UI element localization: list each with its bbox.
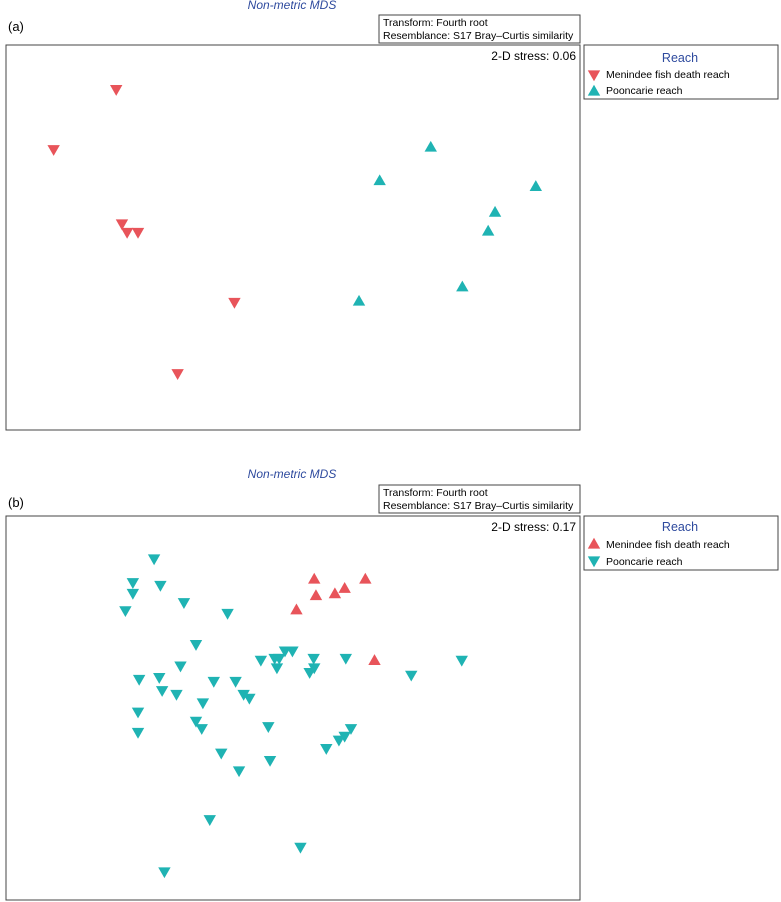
panel-b-legend-item-pooncarie: Pooncarie reach [606, 556, 683, 568]
panel-a-pooncarie-point-2 [373, 174, 386, 186]
panel-b-pooncarie-point-15 [339, 653, 353, 665]
panel-b-pooncarie-point-41 [263, 755, 277, 767]
panel-b-pooncarie-point-26 [155, 686, 169, 697]
panel-b-menindee-point-7 [368, 654, 381, 666]
panel-b-pooncarie-point-30 [196, 698, 210, 710]
panel-b-pooncarie-point-23 [153, 673, 166, 684]
panel-a-title: Non-metric MDS [248, 0, 337, 12]
panel-b-pooncarie-point-28 [237, 689, 250, 701]
panel-a-pooncarie-point-6 [456, 280, 469, 292]
panel-b-pooncarie-point-44 [294, 842, 307, 854]
panel-a-pooncarie-point-3 [529, 180, 543, 191]
panel-a-pooncarie-point-4 [488, 205, 502, 217]
panel-b: Non-metric MDS (b) Transform: Fourth roo… [5, 467, 779, 901]
panel-a-menindee-point-6 [228, 297, 241, 309]
panel-b-pooncarie-point-21 [455, 655, 468, 667]
panel-b-pooncarie-point-29 [243, 693, 256, 705]
panel-a-menindee-point-2 [47, 145, 60, 156]
panel-b-pooncarie-point-25 [229, 676, 242, 688]
panel-b-menindee-point-5 [309, 589, 323, 601]
panel-a-legend-item-menindee: Menindee fish death reach [606, 69, 730, 81]
panel-b-pooncarie-point-16 [174, 661, 187, 673]
panel-b-pooncarie-point-45 [158, 867, 171, 879]
panel-a-menindee-point-4 [120, 227, 134, 239]
panel-a-pooncarie-point-7 [352, 294, 366, 306]
panel-b-legend-item-menindee: Menindee fish death reach [606, 539, 730, 551]
panel-b-legend-marker-menindee [587, 537, 601, 549]
panel-b-pooncarie-point-36 [344, 724, 358, 735]
panel-a-stress: 2-D stress: 0.06 [491, 49, 576, 63]
panel-a-menindee-point-5 [131, 227, 145, 239]
panel-b-plot-frame [5, 515, 581, 901]
panel-b-pooncarie-point-32 [189, 716, 203, 728]
panel-b-pooncarie-point-4 [126, 588, 140, 600]
panel-b-pooncarie-point-14 [307, 653, 320, 665]
panel-b-legend-markers [587, 537, 601, 568]
panel-b-menindee-point-2 [359, 572, 372, 584]
panel-a-legend-title: Reach [662, 51, 698, 65]
panel-a-points [47, 85, 543, 380]
panel-b-menindee-point-4 [328, 587, 342, 599]
panel-a-label: (a) [8, 19, 24, 34]
panel-a-info-box [378, 14, 581, 44]
panel-b-pooncarie-point-34 [262, 722, 275, 734]
panel-a-resemblance: Resemblance: S17 Bray–Curtis similarity [383, 30, 574, 42]
panel-b-pooncarie-point-42 [232, 766, 246, 778]
panel-b-transform: Transform: Fourth root [383, 487, 488, 499]
panel-b-pooncarie-point-19 [303, 668, 316, 679]
panel-a-legend-marker-pooncarie [587, 84, 601, 96]
panel-b-pooncarie-point-12 [273, 653, 286, 665]
panel-a-legend-item-pooncarie: Pooncarie reach [606, 85, 683, 97]
panel-a-pooncarie-point-1 [424, 140, 437, 152]
panel-b-pooncarie-point-13 [254, 655, 268, 667]
panel-b-points [119, 554, 468, 879]
panel-b-pooncarie-point-27 [170, 689, 183, 701]
panel-b-pooncarie-point-22 [132, 674, 146, 686]
panel-b-pooncarie-point-17 [270, 663, 284, 675]
panel-a-menindee-point-1 [110, 85, 123, 96]
panel-b-pooncarie-point-43 [203, 815, 216, 826]
panel-a-legend-marker-menindee [587, 70, 601, 82]
panel-a-legend-markers [587, 70, 601, 96]
panel-b-title: Non-metric MDS [248, 467, 337, 481]
panel-b-pooncarie-point-5 [177, 598, 191, 609]
panel-b-pooncarie-point-31 [131, 707, 145, 719]
panel-b-pooncarie-point-39 [320, 744, 333, 755]
panel-a-legend [583, 44, 779, 100]
panel-b-pooncarie-point-38 [332, 735, 346, 747]
panel-b-legend-marker-pooncarie [587, 556, 601, 568]
panel-b-pooncarie-point-20 [405, 670, 418, 682]
panel-b-menindee-point-3 [338, 581, 351, 593]
panel-b-pooncarie-point-8 [189, 639, 203, 651]
panel-a-menindee-point-3 [115, 219, 129, 231]
panel-b-pooncarie-point-37 [338, 731, 351, 743]
panel-b-pooncarie-point-40 [215, 748, 228, 760]
panel-b-pooncarie-point-35 [131, 727, 145, 739]
panel-b-pooncarie-point-7 [221, 608, 234, 620]
panel-b-pooncarie-point-24 [207, 676, 220, 688]
panel-b-pooncarie-point-1 [147, 554, 161, 566]
panel-b-legend-title: Reach [662, 520, 698, 534]
panel-a-transform: Transform: Fourth root [383, 17, 488, 29]
panel-a: Non-metric MDS (a) Transform: Fourth roo… [5, 0, 779, 431]
panel-b-label: (b) [8, 495, 24, 510]
panel-b-pooncarie-point-2 [126, 578, 140, 590]
panel-b-pooncarie-point-33 [195, 724, 208, 735]
panel-b-pooncarie-point-3 [154, 580, 167, 592]
panel-a-plot-frame [5, 44, 581, 431]
panel-b-menindee-point-1 [308, 572, 321, 584]
panel-a-pooncarie-point-5 [481, 224, 495, 236]
panel-b-stress: 2-D stress: 0.17 [491, 520, 576, 534]
panel-b-resemblance: Resemblance: S17 Bray–Curtis similarity [383, 500, 574, 512]
panel-a-menindee-point-7 [171, 369, 184, 380]
panel-b-pooncarie-point-10 [286, 646, 299, 658]
panel-b-info-box [378, 484, 581, 514]
panel-b-pooncarie-point-6 [119, 606, 132, 618]
panel-b-legend [583, 515, 779, 571]
panel-b-menindee-point-6 [290, 603, 303, 615]
